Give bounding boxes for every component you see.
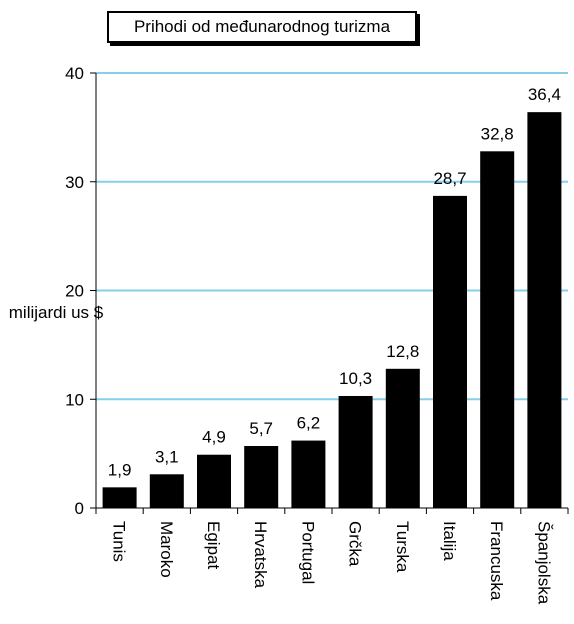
y-tick-label: 0 <box>75 499 84 518</box>
data-labels: 1,9 3,1 4,9 5,7 6,2 10,3 12,8 28,7 32,8 36,4 <box>108 85 561 479</box>
y-tick-labels: 0 10 20 30 40 <box>65 64 84 518</box>
data-label: 12,8 <box>386 342 419 361</box>
bar <box>480 151 515 509</box>
bar <box>385 368 420 508</box>
bar <box>197 454 231 508</box>
x-tick-labels: Tunis Maroko Egipat Hrvatska Portugal Grčka Tu… <box>110 521 554 605</box>
y-tick-label: 30 <box>65 173 84 192</box>
data-label: 32,8 <box>481 124 514 143</box>
data-label: 10,3 <box>339 369 372 388</box>
bar <box>527 112 562 509</box>
x-tick-label: Grčka <box>346 521 365 567</box>
axes <box>90 72 569 514</box>
x-tick-label: Tunis <box>110 521 129 562</box>
y-tick-label: 40 <box>65 64 84 83</box>
data-label: 36,4 <box>528 85 561 104</box>
data-label: 28,7 <box>433 169 466 188</box>
x-tick-label: Hrvatska <box>251 521 270 589</box>
data-label: 3,1 <box>155 447 179 466</box>
x-tick-label: Maroko <box>157 521 176 578</box>
bar <box>433 195 467 508</box>
bar <box>338 395 373 508</box>
x-tick-label: Egipat <box>204 521 223 569</box>
x-tick-label: Portugal <box>298 521 317 584</box>
y-axis-label: milijardi us $ <box>8 303 104 322</box>
data-label: 5,7 <box>249 419 273 438</box>
bar <box>244 446 279 508</box>
data-label: 6,2 <box>297 414 321 433</box>
chart-title: Prihodi od međunarodnog turizma <box>107 11 417 43</box>
data-label: 1,9 <box>108 460 132 479</box>
bar <box>102 487 137 508</box>
x-tick-label: Francuska <box>487 521 506 601</box>
x-tick-label: Turska <box>393 521 412 573</box>
bar <box>149 474 184 508</box>
y-tick-label: 20 <box>65 282 84 301</box>
bar <box>291 440 326 508</box>
y-tick-label: 10 <box>65 390 84 409</box>
x-tick-label: Italija <box>440 521 459 561</box>
data-label: 4,9 <box>202 428 226 447</box>
bars <box>102 112 562 509</box>
x-tick-label: Španjolska <box>534 521 553 605</box>
